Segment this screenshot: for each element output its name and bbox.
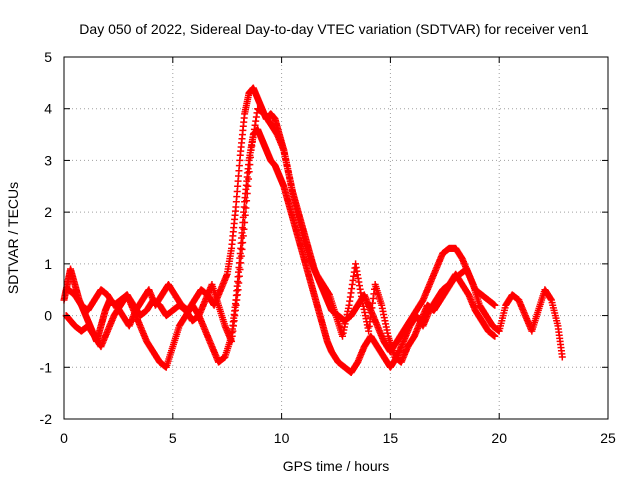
- data-point: [558, 353, 566, 361]
- data-point-interp: [239, 232, 247, 240]
- x-tick-label: 20: [491, 430, 507, 446]
- x-tick-label: 5: [169, 430, 177, 446]
- data-point-interp: [240, 225, 248, 233]
- data-point-interp: [241, 211, 249, 219]
- series-track-a: [60, 84, 499, 356]
- axis-ticks: 0 5 10 15 20 25 -2 -1 0 1 2 3 4 5: [40, 49, 616, 446]
- data-point-interp: [246, 161, 254, 169]
- chart-title: Day 050 of 2022, Sidereal Day-to-day VTE…: [79, 21, 589, 37]
- data-point-interp: [236, 266, 244, 274]
- data-point-interp: [235, 272, 243, 280]
- data-point: [491, 332, 499, 340]
- x-tick-label: 0: [60, 430, 68, 446]
- x-tick-label: 25: [600, 430, 616, 446]
- data-point-interp: [245, 175, 253, 183]
- data-point-interp: [239, 239, 247, 247]
- data-point: [491, 301, 499, 309]
- y-tick-label: 0: [44, 308, 52, 324]
- plot-frame: [63, 56, 609, 420]
- data-point-interp: [238, 245, 246, 253]
- data-point-interp: [242, 204, 250, 212]
- y-tick-label: 3: [44, 152, 52, 168]
- x-tick-label: 10: [274, 430, 290, 446]
- data-point-interp: [237, 259, 245, 267]
- y-tick-label: 2: [44, 204, 52, 220]
- data-point: [241, 218, 249, 226]
- data-point-interp: [246, 153, 254, 161]
- data-point-interp: [245, 168, 253, 176]
- y-tick-label: 1: [44, 256, 52, 272]
- data-point: [234, 286, 242, 294]
- x-tick-label: 15: [383, 430, 399, 446]
- data-point-interp: [235, 279, 243, 287]
- x-axis-label: GPS time / hours: [283, 458, 390, 474]
- y-tick-label: -2: [40, 411, 53, 427]
- data-point-interp: [243, 190, 251, 198]
- y-tick-label: 5: [44, 49, 52, 65]
- series-track-b: [62, 125, 499, 376]
- y-tick-label: -1: [40, 359, 53, 375]
- series-track-c: [64, 105, 566, 366]
- data-point-interp: [237, 252, 245, 260]
- data-point-interp: [244, 182, 252, 190]
- data-point-interp: [243, 197, 251, 205]
- grid: [64, 57, 608, 419]
- y-axis-label: SDTVAR / TECUs: [5, 182, 21, 294]
- data-points: [60, 84, 566, 376]
- y-tick-label: 4: [44, 101, 52, 117]
